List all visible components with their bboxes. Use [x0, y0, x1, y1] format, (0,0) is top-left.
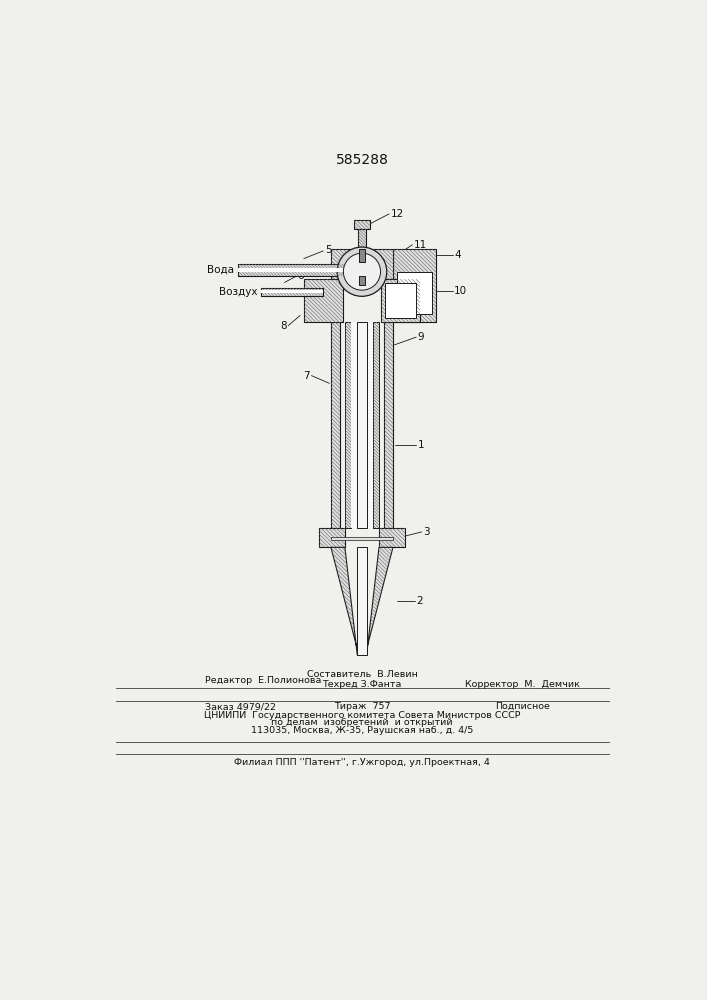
- Polygon shape: [261, 290, 323, 293]
- Text: 5: 5: [325, 245, 332, 255]
- Text: 3: 3: [423, 527, 430, 537]
- Polygon shape: [365, 547, 393, 655]
- Text: 1: 1: [418, 440, 424, 450]
- Polygon shape: [331, 547, 359, 655]
- Polygon shape: [304, 279, 343, 322]
- Text: Редактор  Е.Полионова: Редактор Е.Полионова: [204, 676, 321, 685]
- Polygon shape: [351, 322, 373, 528]
- Polygon shape: [331, 322, 340, 528]
- Text: 12: 12: [391, 209, 404, 219]
- Text: Корректор  М.  Демчик: Корректор М. Демчик: [465, 680, 580, 689]
- Polygon shape: [320, 528, 345, 547]
- Text: Вода: Вода: [207, 265, 234, 275]
- Text: 6: 6: [298, 271, 304, 281]
- Text: 10: 10: [454, 286, 467, 296]
- Polygon shape: [238, 268, 351, 272]
- Polygon shape: [381, 279, 420, 322]
- Text: 113035, Москва, Ж-35, Раушская наб., д. 4/5: 113035, Москва, Ж-35, Раушская наб., д. …: [251, 726, 473, 735]
- Text: 9: 9: [418, 332, 424, 342]
- Polygon shape: [397, 272, 432, 314]
- Text: 7: 7: [303, 371, 310, 381]
- Polygon shape: [359, 249, 365, 262]
- Polygon shape: [331, 537, 393, 540]
- Text: 11: 11: [414, 240, 427, 250]
- Polygon shape: [379, 528, 404, 547]
- Circle shape: [337, 247, 387, 296]
- Text: Составитель  В.Левин: Составитель В.Левин: [307, 670, 417, 679]
- Polygon shape: [359, 276, 365, 285]
- Polygon shape: [261, 288, 323, 296]
- Polygon shape: [238, 264, 351, 276]
- Polygon shape: [357, 547, 367, 655]
- Text: 4: 4: [454, 250, 461, 260]
- Polygon shape: [357, 322, 367, 528]
- Polygon shape: [349, 252, 376, 276]
- Polygon shape: [358, 229, 366, 249]
- Text: Филиал ППП ''Патент'', г.Ужгород, ул.Проектная, 4: Филиал ППП ''Патент'', г.Ужгород, ул.Про…: [234, 758, 490, 767]
- Text: ЦНИИПИ  Государственного комитета Совета Министров СССР: ЦНИИПИ Государственного комитета Совета …: [204, 711, 520, 720]
- Polygon shape: [354, 220, 370, 229]
- Text: 2: 2: [416, 596, 423, 606]
- Text: Заказ 4979/22: Заказ 4979/22: [204, 702, 276, 711]
- Polygon shape: [373, 322, 379, 528]
- Text: Тираж  757: Тираж 757: [334, 702, 390, 711]
- Text: Воздух: Воздух: [219, 287, 257, 297]
- Text: по делам  изобретений  и открытий: по делам изобретений и открытий: [271, 718, 452, 727]
- Text: 8: 8: [280, 321, 287, 331]
- Polygon shape: [345, 322, 351, 528]
- Polygon shape: [393, 249, 436, 322]
- Polygon shape: [385, 283, 416, 318]
- Text: Подписное: Подписное: [495, 702, 550, 711]
- Polygon shape: [331, 249, 393, 279]
- Text: 585288: 585288: [336, 153, 388, 167]
- Text: Техред З.Фанта: Техред З.Фанта: [322, 680, 402, 689]
- Circle shape: [344, 253, 380, 290]
- Polygon shape: [384, 322, 393, 528]
